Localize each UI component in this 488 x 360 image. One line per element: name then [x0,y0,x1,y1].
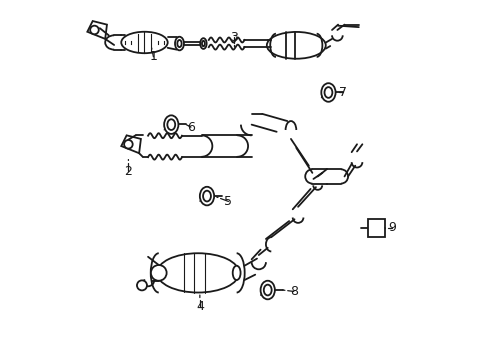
Polygon shape [87,21,107,39]
Ellipse shape [200,38,206,49]
Polygon shape [121,135,141,153]
Ellipse shape [232,266,240,280]
Text: 5: 5 [224,195,232,208]
Circle shape [90,26,99,34]
Circle shape [137,280,147,291]
Text: 4: 4 [196,300,203,313]
Text: 6: 6 [186,121,194,134]
Text: 2: 2 [124,165,132,177]
Text: 9: 9 [387,221,395,234]
Ellipse shape [266,32,325,59]
Ellipse shape [175,37,183,50]
Ellipse shape [121,32,167,53]
Ellipse shape [164,115,178,134]
Ellipse shape [167,119,175,130]
Bar [367,219,384,237]
Text: 8: 8 [289,285,297,298]
Circle shape [151,265,166,281]
Circle shape [124,140,132,149]
Text: 7: 7 [338,86,346,99]
Text: 3: 3 [230,31,238,44]
Ellipse shape [324,87,332,98]
Ellipse shape [202,41,204,46]
Ellipse shape [203,191,210,202]
Ellipse shape [200,187,214,205]
Ellipse shape [157,253,239,293]
Ellipse shape [260,281,274,299]
Ellipse shape [321,83,335,102]
Text: 1: 1 [149,50,157,63]
Ellipse shape [177,40,181,47]
Ellipse shape [263,285,271,296]
